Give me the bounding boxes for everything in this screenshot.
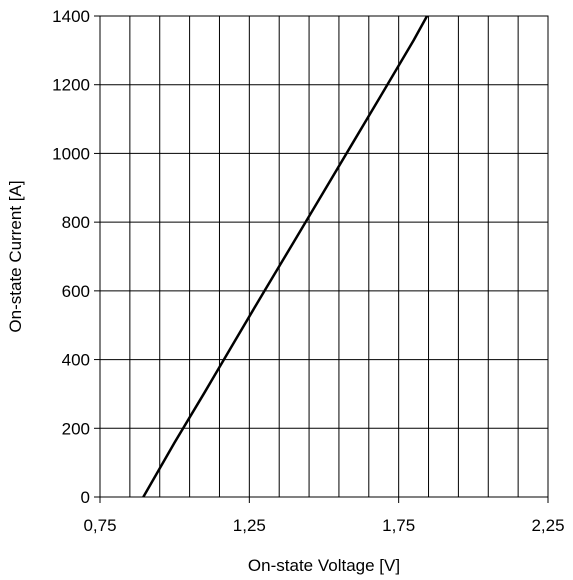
y-tick-label-1: 200: [62, 419, 90, 438]
x-axis-title: On-state Voltage [V]: [248, 556, 400, 575]
axis-ticks: [94, 15, 549, 503]
y-axis-title: On-state Current [A]: [6, 180, 25, 332]
x-tick-label-0: 0,75: [83, 516, 116, 535]
x-tick-label-1: 1,25: [233, 516, 266, 535]
y-tick-label-0: 0: [81, 488, 90, 507]
y-tick-label-3: 600: [62, 282, 90, 301]
grid: [100, 16, 548, 497]
series-layer: [142, 15, 429, 498]
x-tick-label-3: 2,25: [531, 516, 564, 535]
series-line-0: [142, 15, 429, 498]
y-tick-label-2: 400: [62, 351, 90, 370]
y-tick-label-7: 1400: [52, 7, 90, 26]
y-tick-label-4: 800: [62, 213, 90, 232]
plot-frame: [99, 15, 549, 498]
tick-labels: 0 200 400 600 800 1000 1200 1400 0,75 1,25 1,75 2,2…: [52, 7, 564, 535]
y-tick-label-5: 1000: [52, 144, 90, 163]
y-tick-label-6: 1200: [52, 76, 90, 95]
x-tick-label-2: 1,75: [382, 516, 415, 535]
